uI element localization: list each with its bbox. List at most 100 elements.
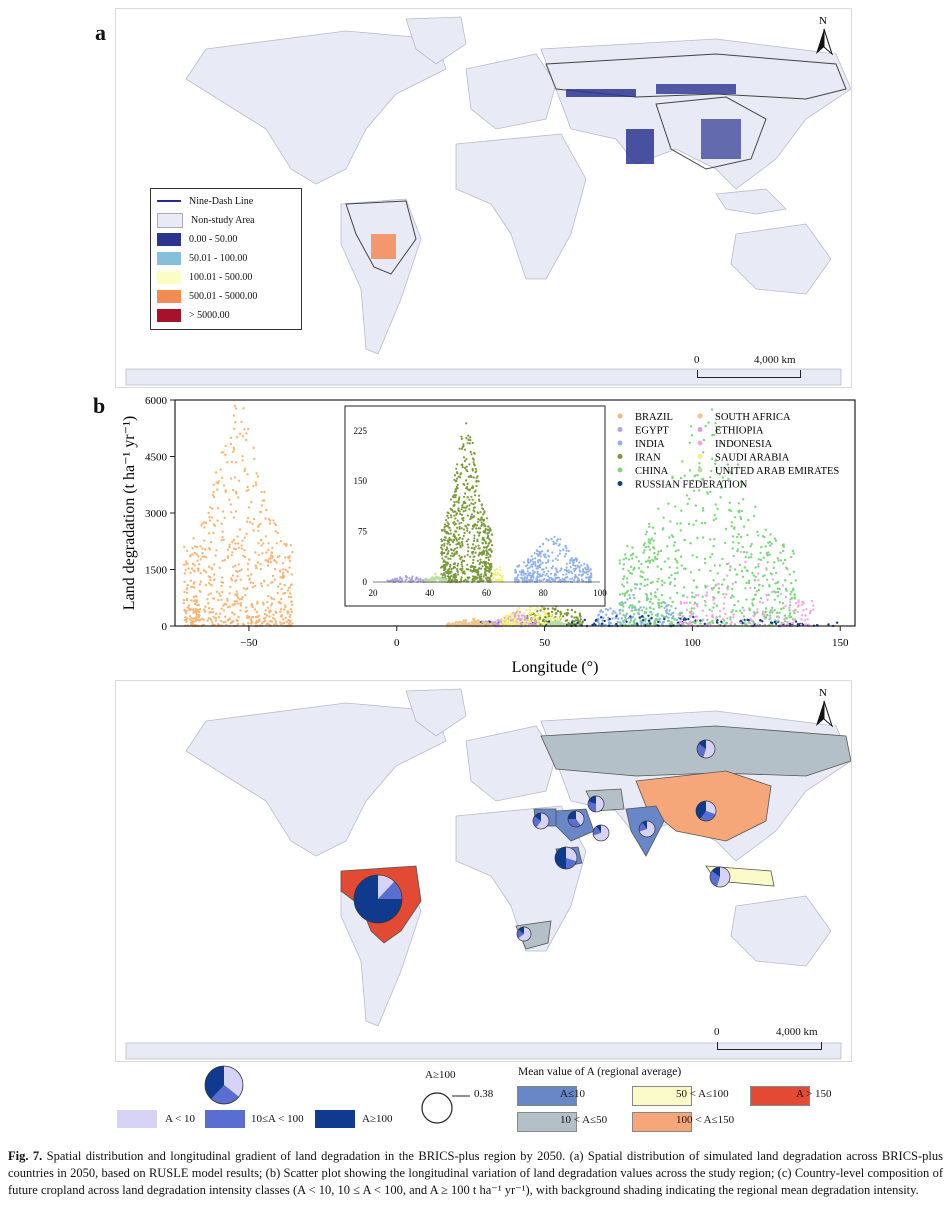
inset-point xyxy=(415,576,418,579)
scatter-point xyxy=(238,598,242,601)
scatter-point xyxy=(709,476,712,479)
inset-point xyxy=(490,550,493,553)
scatter-point xyxy=(653,622,656,626)
inset-point xyxy=(479,558,482,561)
scatter-point xyxy=(528,612,531,615)
scatter-point xyxy=(733,603,736,607)
scatter-point xyxy=(247,488,250,492)
inset-point xyxy=(460,556,463,559)
inset-point xyxy=(460,435,463,438)
scatter-point xyxy=(739,517,743,521)
scatter-point xyxy=(242,587,245,590)
inset-point xyxy=(465,465,468,468)
inset-point xyxy=(442,566,445,569)
inset-point xyxy=(568,561,571,565)
scatter-point xyxy=(210,618,213,621)
scatter-point xyxy=(261,499,264,502)
scatter-point xyxy=(216,519,219,522)
inset-point xyxy=(462,495,466,498)
scatter-point xyxy=(256,600,259,603)
legend-label: IRAN xyxy=(635,453,661,464)
scatter-point xyxy=(698,568,701,572)
inset-point xyxy=(457,541,460,544)
inset-point xyxy=(516,565,519,568)
scatter-point xyxy=(692,523,695,526)
scatter-point xyxy=(655,618,659,621)
inset-point xyxy=(472,558,475,562)
scatter-point xyxy=(268,557,271,560)
scatter-point xyxy=(183,580,186,583)
scatter-point xyxy=(252,484,255,488)
scatter-point xyxy=(658,617,662,621)
scatter-point xyxy=(661,584,664,587)
scatter-point xyxy=(564,612,567,615)
scatter-point xyxy=(689,571,693,574)
scatter-point xyxy=(611,612,614,615)
inset-point xyxy=(553,542,556,545)
inset-point xyxy=(571,577,574,580)
scatter-point xyxy=(578,614,582,617)
scatter-point xyxy=(223,558,226,562)
scatter-point xyxy=(209,576,212,579)
scatter-point xyxy=(259,567,263,571)
scatter-point xyxy=(747,582,751,585)
scatter-point xyxy=(581,621,584,625)
scatter-point xyxy=(282,568,285,571)
scatter-point xyxy=(638,616,641,619)
inset-point xyxy=(471,498,474,501)
scatter-point xyxy=(685,601,688,604)
scatter-point xyxy=(670,573,673,577)
scatter-point xyxy=(715,621,719,624)
scatter-point xyxy=(693,603,696,606)
legend-marker xyxy=(697,467,703,473)
inset-point xyxy=(543,577,546,580)
inset-point xyxy=(466,505,469,508)
inset-point xyxy=(447,557,450,560)
scatter-point xyxy=(247,506,251,509)
scatter-point xyxy=(203,539,206,542)
scatter-point xyxy=(812,608,815,611)
scatter-point xyxy=(716,507,719,511)
scatter-point xyxy=(667,619,671,623)
scatter-point xyxy=(688,441,691,444)
scatter-point xyxy=(737,502,740,505)
scatter-point xyxy=(702,451,705,454)
scatter-point xyxy=(208,582,211,585)
scatter-point xyxy=(291,603,294,607)
scatter-point xyxy=(618,609,621,612)
scatter-point xyxy=(800,603,803,607)
scatter-point xyxy=(792,588,795,592)
pie-slice xyxy=(566,847,577,862)
inset-point xyxy=(450,567,453,570)
scatter-point xyxy=(480,623,483,626)
inset-point xyxy=(471,467,474,471)
scatter-point xyxy=(789,597,792,601)
inset-point xyxy=(461,517,464,520)
scatter-point xyxy=(793,596,796,599)
scatter-point xyxy=(662,516,665,519)
scatter-point xyxy=(239,609,242,612)
inset-point xyxy=(487,567,490,570)
inset-point xyxy=(447,550,450,553)
scatter-point xyxy=(728,569,732,572)
inset-point xyxy=(586,563,589,567)
scatter-point xyxy=(789,593,792,596)
scatter-point xyxy=(641,615,644,618)
scatter-point xyxy=(684,567,687,571)
scatter-point xyxy=(680,509,683,512)
scatter-point xyxy=(719,482,723,485)
inset-point xyxy=(585,576,588,579)
scatter-point xyxy=(241,539,244,542)
inset-point xyxy=(479,552,482,555)
scatter-point xyxy=(754,575,757,578)
scatter-point xyxy=(209,540,213,544)
inset-point xyxy=(450,516,453,519)
scatter-point xyxy=(529,620,532,623)
scatter-point xyxy=(609,607,612,610)
scatter-point xyxy=(666,545,669,548)
inset-point xyxy=(460,437,463,440)
inset-point xyxy=(590,572,593,575)
scatter-point xyxy=(256,602,259,605)
scatter-point xyxy=(252,529,255,532)
scatter-point xyxy=(524,609,528,612)
